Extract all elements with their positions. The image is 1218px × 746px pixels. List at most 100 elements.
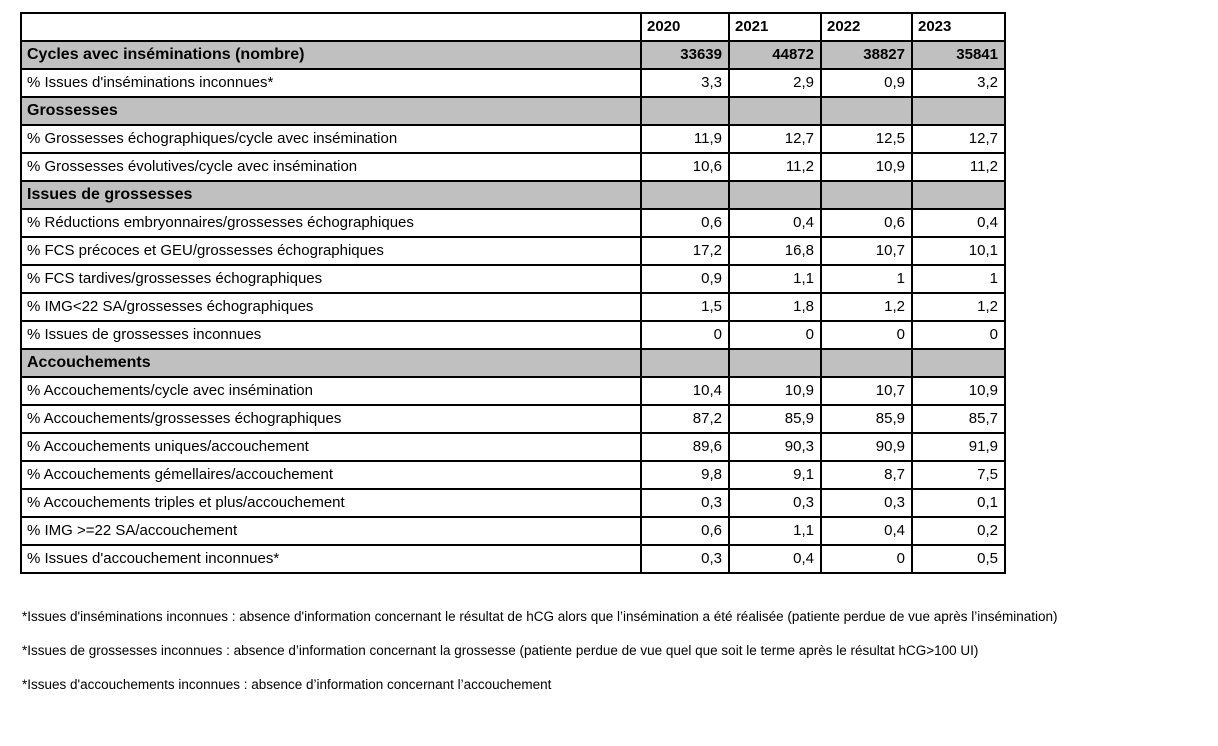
row-value <box>820 180 913 210</box>
row-value: 0 <box>728 320 822 350</box>
row-value <box>728 180 822 210</box>
table-row: % Accouchements/cycle avec insémination 1… <box>20 376 1006 406</box>
footnote-grossesses: *Issues de grossesses inconnues : absenc… <box>22 643 979 659</box>
row-label: % Accouchements uniques/accouchement <box>20 432 642 462</box>
row-value: 10,9 <box>820 152 913 182</box>
row-value <box>911 180 1006 210</box>
row-value: 10,4 <box>640 376 730 406</box>
footnote-accouchements: *Issues d'accouchements inconnues : abse… <box>22 677 552 693</box>
row-value: 90,3 <box>728 432 822 462</box>
row-label: Cycles avec inséminations (nombre) <box>20 40 642 70</box>
footnotes: *Issues d'inséminations inconnues : abse… <box>20 609 1218 694</box>
year-header-row: 2020 2021 2022 2023 <box>20 12 1006 42</box>
row-value <box>640 180 730 210</box>
row-label: % Issues de grossesses inconnues <box>20 320 642 350</box>
row-value: 0,3 <box>640 488 730 518</box>
row-value: 0,6 <box>640 516 730 546</box>
table-row: % Issues de grossesses inconnues 0 0 0 0 <box>20 320 1006 350</box>
table-row: % Accouchements uniques/accouchement 89,6… <box>20 432 1006 462</box>
row-label: Grossesses <box>20 96 642 126</box>
row-value: 1,2 <box>911 292 1006 322</box>
row-value: 0,9 <box>640 264 730 294</box>
year-header-2021: 2021 <box>728 12 822 42</box>
row-label: Issues de grossesses <box>20 180 642 210</box>
row-value: 9,1 <box>728 460 822 490</box>
row-value: 10,9 <box>728 376 822 406</box>
row-value: 12,7 <box>728 124 822 154</box>
row-label: % IMG<22 SA/grossesses échographiques <box>20 292 642 322</box>
table-row: Cycles avec inséminations (nombre) 33639 4… <box>20 40 1006 70</box>
row-value: 90,9 <box>820 432 913 462</box>
table-row: % IMG<22 SA/grossesses échographiques 1,5… <box>20 292 1006 322</box>
row-label: % Grossesses évolutives/cycle avec insém… <box>20 152 642 182</box>
row-value: 12,5 <box>820 124 913 154</box>
row-value: 11,9 <box>640 124 730 154</box>
row-value: 87,2 <box>640 404 730 434</box>
row-label: % FCS précoces et GEU/grossesses échogra… <box>20 236 642 266</box>
row-value: 0,4 <box>911 208 1006 238</box>
row-label: % Réductions embryonnaires/grossesses éc… <box>20 208 642 238</box>
section-row: Accouchements <box>20 348 1006 378</box>
row-value: 1 <box>911 264 1006 294</box>
row-value <box>728 96 822 126</box>
row-value: 0,6 <box>640 208 730 238</box>
row-label: % FCS tardives/grossesses échographiques <box>20 264 642 294</box>
row-value: 12,7 <box>911 124 1006 154</box>
row-value: 91,9 <box>911 432 1006 462</box>
year-header-2020: 2020 <box>640 12 730 42</box>
year-header-2023: 2023 <box>911 12 1006 42</box>
row-value: 85,7 <box>911 404 1006 434</box>
row-label: % Issues d'inséminations inconnues* <box>20 68 642 98</box>
insemination-results-table: 2020 2021 2022 2023 Cycles avec insémina… <box>20 12 1006 574</box>
row-value <box>640 96 730 126</box>
row-label: % Issues d'accouchement inconnues* <box>20 544 642 574</box>
row-value <box>911 348 1006 378</box>
row-value: 89,6 <box>640 432 730 462</box>
row-value: 0,4 <box>728 544 822 574</box>
row-value: 85,9 <box>728 404 822 434</box>
table-row: % Grossesses évolutives/cycle avec insém… <box>20 152 1006 182</box>
row-value: 9,8 <box>640 460 730 490</box>
table-row: % FCS précoces et GEU/grossesses échogra… <box>20 236 1006 266</box>
row-value: 17,2 <box>640 236 730 266</box>
row-value: 1,5 <box>640 292 730 322</box>
row-value: 0,3 <box>728 488 822 518</box>
table-row: % Grossesses échographiques/cycle avec i… <box>20 124 1006 154</box>
table-row: % Accouchements/grossesses échographique… <box>20 404 1006 434</box>
row-label: Accouchements <box>20 348 642 378</box>
row-value <box>640 348 730 378</box>
row-label: % Accouchements triples et plus/accouche… <box>20 488 642 518</box>
row-value <box>911 96 1006 126</box>
corner-cell <box>20 12 642 42</box>
row-value: 0,6 <box>820 208 913 238</box>
row-value: 0,3 <box>820 488 913 518</box>
row-value: 3,2 <box>911 68 1006 98</box>
row-value: 3,3 <box>640 68 730 98</box>
section-row: Issues de grossesses <box>20 180 1006 210</box>
row-value: 0 <box>820 320 913 350</box>
row-value: 0,5 <box>911 544 1006 574</box>
row-value: 85,9 <box>820 404 913 434</box>
row-value: 1,8 <box>728 292 822 322</box>
table-row: % IMG >=22 SA/accouchement 0,6 1,1 0,4 0,2 <box>20 516 1006 546</box>
row-value: 1,2 <box>820 292 913 322</box>
row-value: 0,4 <box>728 208 822 238</box>
row-value: 1,1 <box>728 516 822 546</box>
table-row: % FCS tardives/grossesses échographiques… <box>20 264 1006 294</box>
row-value: 2,9 <box>728 68 822 98</box>
row-value: 38827 <box>820 40 913 70</box>
row-value <box>820 96 913 126</box>
table-row: % Issues d'inséminations inconnues* 3,3 2,… <box>20 68 1006 98</box>
row-value: 0 <box>640 320 730 350</box>
row-value: 16,8 <box>728 236 822 266</box>
table-row: % Accouchements gémellaires/accouchement… <box>20 460 1006 490</box>
table-row: % Accouchements triples et plus/accouche… <box>20 488 1006 518</box>
row-value: 11,2 <box>911 152 1006 182</box>
footnote-inseminations: *Issues d'inséminations inconnues : abse… <box>22 609 1058 624</box>
row-value: 0,4 <box>820 516 913 546</box>
row-value: 10,7 <box>820 236 913 266</box>
row-value <box>820 348 913 378</box>
row-value: 10,1 <box>911 236 1006 266</box>
row-value: 1 <box>820 264 913 294</box>
